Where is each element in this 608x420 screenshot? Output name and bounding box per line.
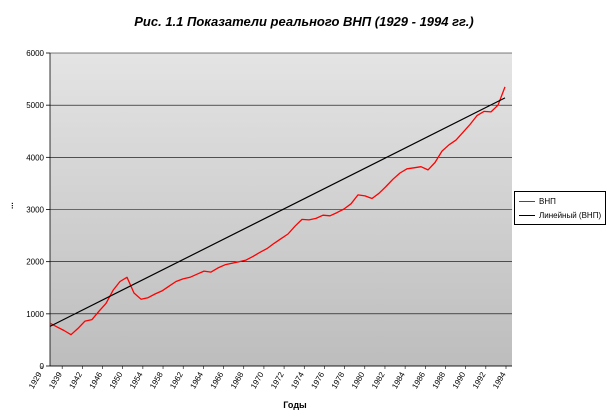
x-tick-label: 1962 — [168, 370, 185, 390]
x-tick-label: 1942 — [67, 370, 84, 390]
x-tick-label: 1929 — [27, 370, 44, 390]
x-tick-label: 1974 — [289, 370, 306, 390]
x-axis-label: Годы — [283, 400, 307, 410]
x-tick-label: 1970 — [249, 370, 266, 390]
y-tick-label: 2000 — [26, 258, 44, 267]
x-tick-label: 1990 — [451, 370, 468, 390]
legend-item-gnp: ВНП — [519, 197, 556, 206]
legend-label-gnp: ВНП — [539, 197, 556, 206]
x-tick-label: 1994 — [491, 370, 508, 390]
legend: ВНП Линейный (ВНП) — [514, 191, 606, 225]
x-tick-label: 1980 — [350, 370, 367, 390]
x-tick-label: 1988 — [431, 370, 448, 390]
series-line-gnp — [49, 86, 506, 336]
x-tick-label: 1982 — [370, 370, 387, 390]
chart-title: Рис. 1.1 Показатели реального ВНП (1929 … — [134, 14, 474, 29]
x-tick-label: 1984 — [390, 370, 407, 390]
series-line-trend — [49, 97, 506, 327]
y-tick-label: 6000 — [26, 49, 44, 58]
x-tick-label: 1966 — [209, 370, 226, 390]
x-tick-label: 1968 — [229, 370, 246, 390]
x-tick-label: 1972 — [269, 370, 286, 390]
x-tick-label: 1992 — [471, 370, 488, 390]
y-tick-label: 3000 — [26, 206, 44, 215]
x-tick-label: 1946 — [88, 370, 105, 390]
y-axis-label: ... — [6, 202, 15, 209]
x-tick-label: 1964 — [188, 370, 205, 390]
x-tick-label: 1986 — [410, 370, 427, 390]
y-tick-label: 5000 — [26, 101, 44, 110]
legend-label-trend: Линейный (ВНП) — [539, 211, 602, 220]
x-tick-label: 1978 — [330, 370, 347, 390]
legend-swatch-gnp — [519, 201, 535, 202]
y-tick-label: 4000 — [26, 153, 44, 162]
legend-item-trend: Линейный (ВНП) — [519, 211, 601, 220]
legend-swatch-trend — [519, 215, 535, 216]
x-tick-label: 1958 — [148, 370, 165, 390]
y-tick-label: 1000 — [26, 310, 44, 319]
x-tick-label: 1954 — [128, 370, 145, 390]
x-tick-label: 1939 — [47, 370, 64, 390]
x-tick-label: 1950 — [108, 370, 125, 390]
x-tick-label: 1976 — [309, 370, 326, 390]
